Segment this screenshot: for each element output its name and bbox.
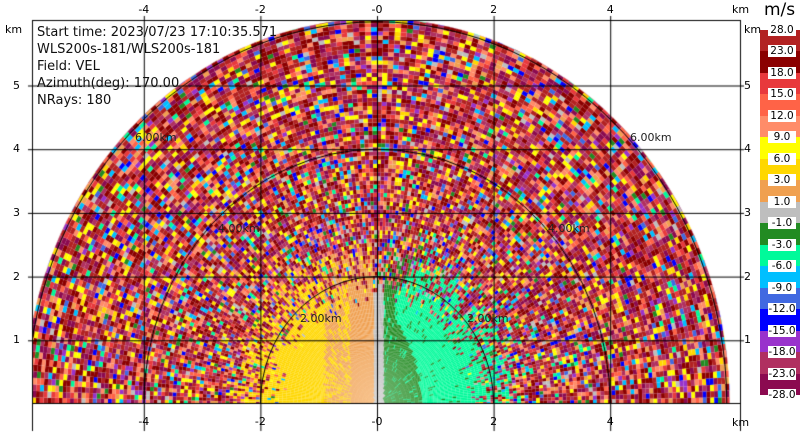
range-ring-label: 4.00km — [548, 222, 590, 235]
colorbar-tick-label: 1.0 — [768, 195, 796, 208]
colorbar-tick-label: 6.0 — [768, 152, 796, 165]
x-tick-label-bottom: 4 — [606, 415, 614, 428]
y-tick-label-right: 4 — [744, 142, 751, 156]
colorbar-tick-label: 23.0 — [768, 45, 796, 58]
colorbar-title: m/s — [764, 0, 796, 20]
x-tick-label-top: -4 — [138, 3, 150, 16]
colorbar-tick-label: -23.0 — [768, 367, 796, 380]
x-tick-label-bottom: 2 — [490, 415, 498, 428]
range-ring-label: 2.00km — [300, 312, 342, 325]
colorbar-tick-label: -6.0 — [768, 260, 796, 273]
range-ring-label: 6.00km — [135, 131, 177, 144]
axis-unit-label: km — [5, 23, 23, 36]
nrays-text: NRays: 180 — [37, 93, 112, 108]
colorbar-tick-label: 15.0 — [768, 88, 796, 101]
colorbar-tick-label: 28.0 — [768, 24, 796, 36]
axis-unit-label: km — [732, 3, 750, 16]
range-ring-label: 2.00km — [467, 312, 509, 325]
colorbar-tick-label: -1.0 — [768, 217, 796, 230]
azimuth-text: Azimuth(deg): 170.00 — [37, 76, 180, 91]
x-tick-label-bottom: -2 — [254, 415, 266, 428]
colorbar-tick-label: 18.0 — [768, 66, 796, 79]
y-tick-label-right: 2 — [744, 269, 751, 283]
x-tick-label-top: -2 — [254, 3, 266, 16]
y-tick-label-left: 1 — [13, 333, 20, 347]
x-tick-label-bottom: -4 — [138, 415, 150, 428]
axis-unit-label: km — [744, 23, 762, 36]
colorbar-tick-label: 9.0 — [768, 131, 796, 144]
range-ring-label: 6.00km — [630, 131, 672, 144]
colorbar-tick-label: -3.0 — [768, 238, 796, 251]
colorbar-tick-label: 12.0 — [768, 109, 796, 122]
y-tick-label-left: 2 — [13, 269, 20, 283]
y-tick-label-left: 3 — [13, 205, 20, 219]
x-tick-label-top: 2 — [490, 3, 498, 16]
colorbar-tick-label: -18.0 — [768, 346, 796, 359]
colorbar-tick-label: -9.0 — [768, 281, 796, 294]
y-tick-label-right: 5 — [744, 78, 751, 92]
range-ring-label: 4.00km — [218, 222, 260, 235]
axis-unit-label: km — [732, 416, 750, 429]
y-tick-label-right: 1 — [744, 333, 751, 347]
y-tick-label-right: 3 — [744, 205, 751, 219]
colorbar-tick-label: 3.0 — [768, 174, 796, 187]
x-tick-label-top: 4 — [606, 3, 614, 16]
y-tick-label-left: 4 — [13, 142, 20, 156]
colorbar-tick-label: -28.0 — [768, 389, 796, 401]
colorbar-tick-label: -12.0 — [768, 303, 796, 316]
instrument-text: WLS200s-181/WLS200s-181 — [37, 42, 221, 57]
x-tick-label-top: -0 — [371, 3, 383, 16]
start-time-text: Start time: 2023/07/23 17:10:35.571 — [37, 25, 278, 40]
field-text: Field: VEL — [37, 59, 100, 74]
x-tick-label-bottom: -0 — [371, 415, 383, 428]
y-tick-label-left: 5 — [13, 78, 20, 92]
colorbar-tick-label: -15.0 — [768, 324, 796, 337]
